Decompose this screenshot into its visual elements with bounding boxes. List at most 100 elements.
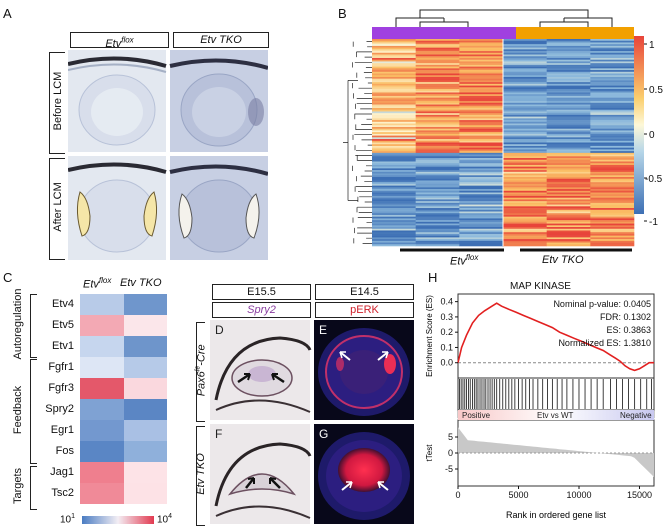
heatmap-cell: [546, 73, 591, 76]
heatmap-cell: [372, 83, 416, 86]
heatmap-cell: [459, 152, 504, 155]
heatmap-cell: [459, 159, 504, 162]
heatmap-cell: [590, 66, 635, 69]
heatmap-cell: [372, 44, 416, 47]
heatmap-cell: [415, 214, 460, 217]
heatmap-cell: [546, 175, 591, 178]
heatmap-row-jag1: [80, 462, 167, 483]
heatmap-cell: [372, 151, 416, 154]
heatmap-cell: [459, 76, 504, 79]
heatmap-cell: [503, 142, 547, 145]
heatmap-cell: [503, 59, 547, 62]
heatmap-cell: [546, 164, 591, 167]
heatmap-row-etv1: [80, 336, 167, 357]
heatmap-cell: [503, 240, 547, 243]
heatmap-cell: [415, 54, 460, 57]
heatmap-cell: [590, 214, 635, 217]
heatmap-cell: [459, 85, 504, 88]
heatmap-cell: [415, 83, 460, 86]
gene-label-etv1: Etv1: [51, 340, 74, 352]
heatmap-cell: [590, 144, 635, 147]
heatmap-cell: [415, 163, 460, 166]
heatmap-cell: [546, 109, 591, 112]
heatmap-cell: [590, 49, 635, 52]
panel-d-stage-e155: E15.5: [212, 284, 311, 300]
heatmap-cell: [503, 87, 547, 90]
heatmap-cell: [459, 168, 504, 171]
heatmap-cell: [590, 233, 635, 236]
heatmap-cell: [590, 90, 635, 93]
heatmap-cell: [415, 133, 460, 136]
heatmap-cell: [546, 47, 591, 50]
heatmap-cell: [415, 97, 460, 100]
heatmap-cell: [459, 235, 504, 238]
heatmap-cell: [459, 185, 504, 188]
heatmap-cell: [123, 420, 167, 441]
heatmap-cell: [372, 120, 416, 123]
heatmap-cell: [459, 94, 504, 97]
heatmap-cell: [123, 399, 167, 420]
heatmap-cell: [590, 76, 635, 79]
heatmap-cell: [546, 228, 591, 231]
heatmap-cell: [372, 228, 416, 231]
heatmap-cell: [546, 214, 591, 217]
heatmap-cell: [590, 111, 635, 114]
heatmap-cell: [503, 113, 547, 116]
heatmap-cell: [372, 51, 416, 54]
heatmap-cell: [415, 151, 460, 154]
heatmap-cell: [415, 132, 460, 135]
heatmap-cell: [459, 111, 504, 114]
heatmap-cell: [503, 61, 547, 64]
heatmap-cell: [590, 54, 635, 57]
heatmap-cell: [503, 187, 547, 190]
heatmap-cell: [590, 168, 635, 171]
heatmap-cell: [503, 80, 547, 83]
panel-b-group-label-tko: Etv TKO: [542, 254, 584, 266]
heatmap-cell: [372, 175, 416, 178]
heatmap-cell: [415, 114, 460, 117]
heatmap-cell: [415, 175, 460, 178]
heatmap-cell: [372, 168, 416, 171]
heatmap-cell: [503, 108, 547, 111]
heatmap-cell: [503, 85, 547, 88]
heatmap-cell: [372, 204, 416, 207]
heatmap-cell: [459, 225, 504, 228]
panel-a-row-label-after: After LCM: [52, 182, 64, 232]
heatmap-cell: [546, 51, 591, 54]
heatmap-cell: [590, 104, 635, 107]
heatmap-cell: [590, 187, 635, 190]
heatmap-cell: [590, 95, 635, 98]
heatmap-cell: [503, 185, 547, 188]
heatmap-cell: [459, 187, 504, 190]
heatmap-cell: [459, 104, 504, 107]
heatmap-cell: [459, 78, 504, 81]
heatmap-cell: [503, 135, 547, 138]
heatmap-cell: [415, 185, 460, 188]
heatmap-cell: [503, 47, 547, 50]
gsea-rank-gradient: [458, 410, 654, 420]
heatmap-cell: [459, 173, 504, 176]
x-tick-label: 5000: [508, 490, 528, 500]
heatmap-cell: [590, 97, 635, 100]
heatmap-cell: [503, 132, 547, 135]
x-tick-label: 15000: [627, 490, 652, 500]
heatmap-cell: [415, 223, 460, 226]
gsea-bar-negative: Negative: [620, 411, 652, 420]
heatmap-cell: [459, 216, 504, 219]
heatmap-cell: [459, 156, 504, 159]
heatmap-cell: [415, 239, 460, 242]
heatmap-cell: [503, 64, 547, 67]
heatmap-cell: [372, 170, 416, 173]
heatmap-cell: [459, 177, 504, 180]
heatmap-cell: [372, 75, 416, 78]
heatmap-cell: [372, 52, 416, 55]
heatmap-cell: [415, 90, 460, 93]
heatmap-cell: [372, 147, 416, 150]
heatmap-cell: [459, 66, 504, 69]
heatmap-cell: [372, 218, 416, 221]
heatmap-cell: [590, 225, 635, 228]
heatmap-cell: [590, 201, 635, 204]
heatmap-cell: [590, 147, 635, 150]
panel-c-label: C: [3, 270, 13, 285]
heatmap-cell: [459, 39, 504, 42]
